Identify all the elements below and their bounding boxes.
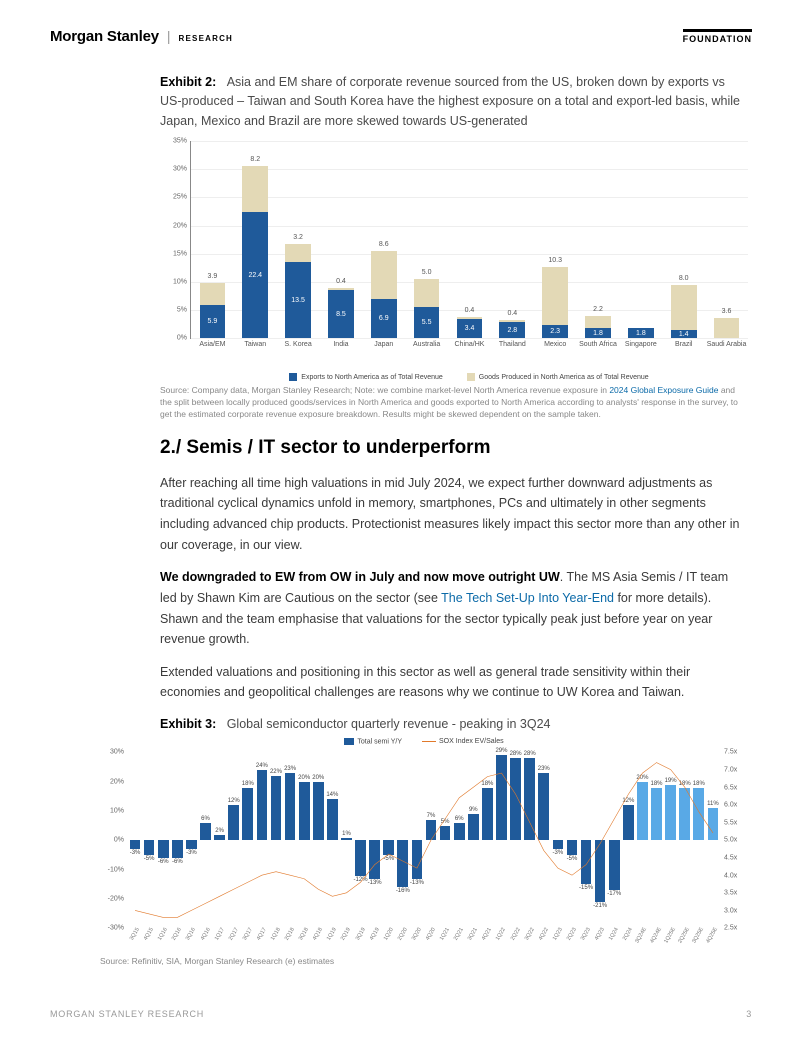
sbar-col: 3.6Saudi Arabia bbox=[705, 141, 748, 338]
exhibit3-label: Exhibit 3: bbox=[160, 717, 216, 731]
sbar-col: 5.55.0Australia bbox=[405, 141, 448, 338]
sbar-col: 3.40.4China/HK bbox=[448, 141, 491, 338]
sbar-col: 5.93.9Asia/EM bbox=[191, 141, 234, 338]
sbar-col: 2.310.3Mexico bbox=[534, 141, 577, 338]
brand-sub: RESEARCH bbox=[179, 34, 234, 43]
page: Morgan Stanley | RESEARCH FOUNDATION Exh… bbox=[0, 0, 802, 1037]
exhibit2-label: Exhibit 2: bbox=[160, 75, 216, 89]
exhibit2-heading: Exhibit 2: Asia and EM share of corporat… bbox=[160, 73, 748, 131]
brand-name: Morgan Stanley bbox=[50, 28, 159, 45]
sbar-col: 6.98.6Japan bbox=[362, 141, 405, 338]
exhibit3-chart-wrap: Total semi Y/YSOX Index EV/Sales-30%-20%… bbox=[50, 740, 752, 968]
sbar-col: 22.48.2Taiwan bbox=[234, 141, 277, 338]
section2-p2: We downgraded to EW from OW in July and … bbox=[160, 567, 748, 650]
footer-right: 3 bbox=[746, 1009, 752, 1019]
sbar-col: 1.8Singapore bbox=[619, 141, 662, 338]
sbar-col: 1.48.0Brazil bbox=[662, 141, 705, 338]
sbar-col: 13.53.2S. Korea bbox=[277, 141, 320, 338]
section2-p3: Extended valuations and positioning in t… bbox=[160, 662, 748, 703]
exhibit3-title: Global semiconductor quarterly revenue -… bbox=[227, 717, 551, 731]
section2-p2-bold: We downgraded to EW from OW in July and … bbox=[160, 570, 560, 584]
sbar-legend-item: Goods Produced in North America as of To… bbox=[467, 373, 649, 381]
exhibit2-chart: 0%5%10%15%20%25%30%35%5.93.9Asia/EM22.48… bbox=[160, 141, 748, 381]
footer-left: MORGAN STANLEY RESEARCH bbox=[50, 1009, 204, 1019]
exhibit3-source: Source: Refinitiv, SIA, Morgan Stanley R… bbox=[100, 956, 748, 968]
page-footer: MORGAN STANLEY RESEARCH 3 bbox=[50, 1009, 752, 1019]
exhibit3-chart: Total semi Y/YSOX Index EV/Sales-30%-20%… bbox=[100, 740, 748, 950]
exhibit2-title: Asia and EM share of corporate revenue s… bbox=[160, 75, 740, 128]
exhibit3-heading: Exhibit 3: Global semiconductor quarterl… bbox=[160, 715, 748, 734]
section2-heading: 2./ Semis / IT sector to underperform bbox=[160, 437, 748, 459]
sbar-legend-item: Exports to North America as of Total Rev… bbox=[289, 373, 443, 381]
main-content: Exhibit 2: Asia and EM share of corporat… bbox=[50, 73, 752, 734]
section2-p1: After reaching all time high valuations … bbox=[160, 473, 748, 556]
brand-block: Morgan Stanley | RESEARCH bbox=[50, 28, 233, 45]
sbar-col: 1.82.2South Africa bbox=[577, 141, 620, 338]
ex2-source-prefix: Source: Company data, Morgan Stanley Res… bbox=[160, 385, 609, 395]
sbar-col: 2.80.4Thailand bbox=[491, 141, 534, 338]
header-right-label: FOUNDATION bbox=[683, 29, 752, 44]
brand-separator: | bbox=[167, 28, 171, 44]
section2-p2-link[interactable]: The Tech Set-Up Into Year-End bbox=[441, 591, 614, 605]
exhibit2-source: Source: Company data, Morgan Stanley Res… bbox=[160, 385, 748, 421]
page-header: Morgan Stanley | RESEARCH FOUNDATION bbox=[50, 28, 752, 45]
ex2-source-link[interactable]: 2024 Global Exposure Guide bbox=[609, 385, 718, 395]
sbar-col: 8.50.4India bbox=[320, 141, 363, 338]
